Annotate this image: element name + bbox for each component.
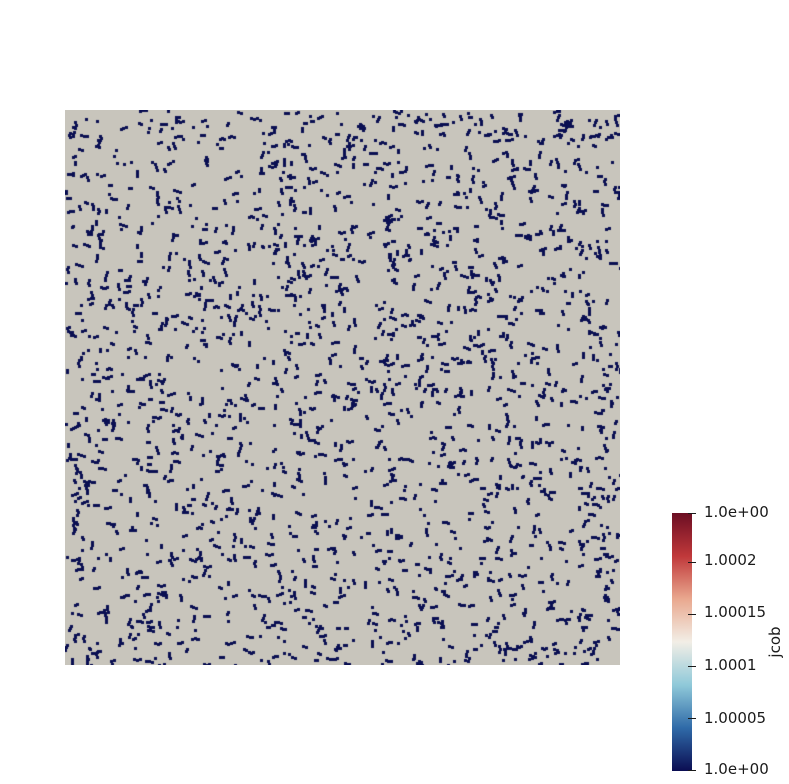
colorbar-tick (688, 513, 696, 514)
colorbar-label: 1.0001 (704, 656, 757, 674)
colorbar-gradient (672, 513, 692, 771)
colorbar-label-min: 1.0e+00 (704, 760, 769, 778)
colorbar-label: 1.00005 (704, 709, 767, 727)
colorbar-tick (688, 562, 696, 563)
colorbar-label: 1.00015 (704, 603, 767, 621)
colorbar-title: jcob (766, 626, 784, 658)
colorbar-tick (688, 614, 696, 615)
colorbar-tick (688, 770, 696, 771)
colorbar-tick (688, 718, 696, 719)
colorbar-label: 1.0002 (704, 551, 757, 569)
jcob-field-plot (65, 110, 620, 665)
colorbar-tick (688, 666, 696, 667)
colorbar-label-max: 1.0e+00 (704, 503, 769, 521)
